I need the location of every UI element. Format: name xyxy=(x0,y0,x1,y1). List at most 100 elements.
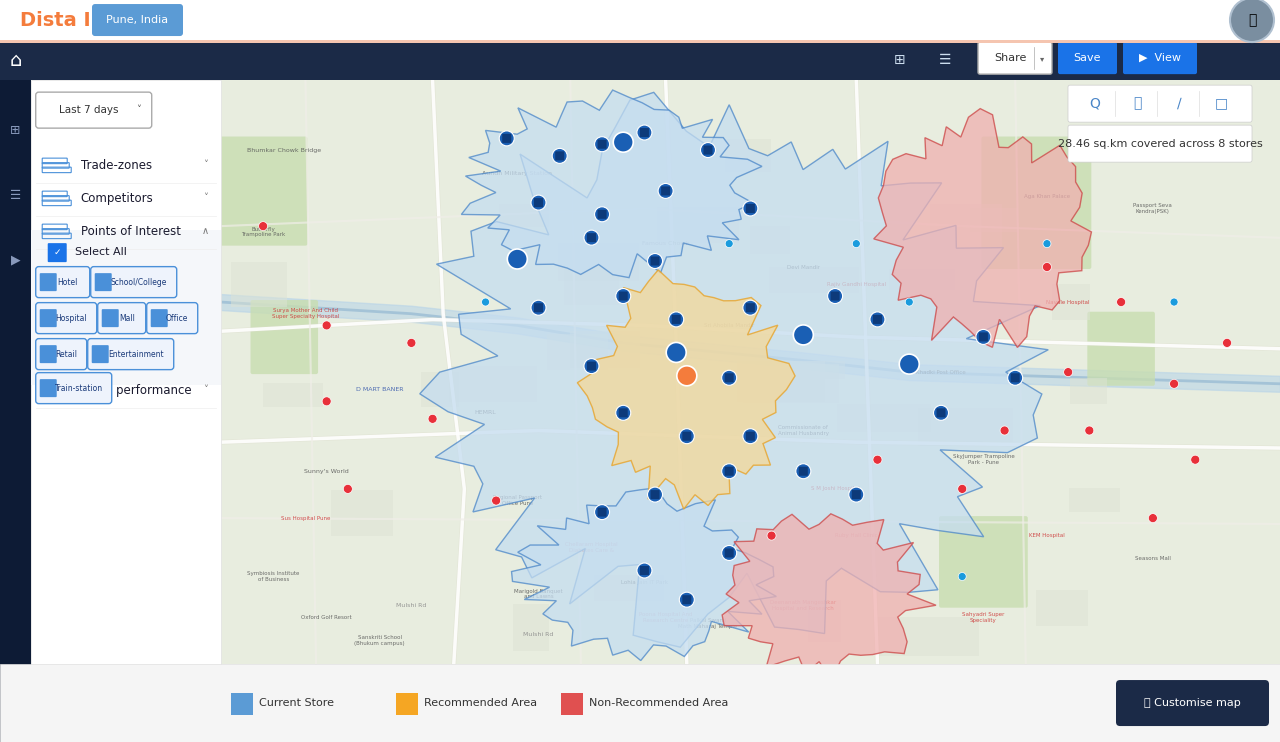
Circle shape xyxy=(794,325,813,345)
FancyBboxPatch shape xyxy=(1068,85,1252,122)
Circle shape xyxy=(666,343,686,362)
Text: ˅: ˅ xyxy=(204,385,209,395)
Text: Deenanath Mangeshkar
Hospital and Research: Deenanath Mangeshkar Hospital and Resear… xyxy=(771,600,836,611)
Circle shape xyxy=(1230,0,1274,42)
Text: Sus Hospital Pune: Sus Hospital Pune xyxy=(280,516,330,521)
Polygon shape xyxy=(420,92,1048,647)
Circle shape xyxy=(1170,298,1178,306)
Circle shape xyxy=(726,240,733,248)
Circle shape xyxy=(595,137,609,151)
Text: Butterfly
Trampoline Park: Butterfly Trampoline Park xyxy=(241,226,285,237)
Text: Aundh Military Station: Aundh Military Station xyxy=(483,171,552,176)
FancyBboxPatch shape xyxy=(746,303,755,312)
Circle shape xyxy=(323,321,332,330)
Text: Oxford Golf Resort: Oxford Golf Resort xyxy=(301,615,352,620)
Circle shape xyxy=(742,301,758,315)
FancyBboxPatch shape xyxy=(640,566,649,575)
FancyBboxPatch shape xyxy=(588,233,596,242)
Bar xyxy=(396,693,417,715)
Text: Sunny's World: Sunny's World xyxy=(305,469,349,474)
Text: Office: Office xyxy=(166,314,188,323)
Bar xyxy=(421,372,458,407)
Text: Hotel: Hotel xyxy=(58,278,78,286)
FancyBboxPatch shape xyxy=(746,432,755,441)
Circle shape xyxy=(900,354,919,374)
FancyBboxPatch shape xyxy=(534,198,543,207)
Circle shape xyxy=(957,485,966,493)
Bar xyxy=(230,263,287,307)
Text: ☰: ☰ xyxy=(938,53,951,67)
Bar xyxy=(874,617,979,656)
FancyBboxPatch shape xyxy=(1011,373,1020,382)
FancyBboxPatch shape xyxy=(502,134,511,143)
Text: Commissionate of
Animal Husbandry: Commissionate of Animal Husbandry xyxy=(778,425,829,436)
Bar xyxy=(548,334,608,370)
Text: Chellaram Hospital
Diabetes Care &: Chellaram Hospital Diabetes Care & xyxy=(566,542,618,553)
Bar xyxy=(31,230,220,385)
FancyBboxPatch shape xyxy=(724,373,733,382)
Text: Regional Passport
Office Pune: Regional Passport Office Pune xyxy=(493,495,541,506)
FancyBboxPatch shape xyxy=(1123,42,1197,74)
Circle shape xyxy=(680,429,694,444)
Bar xyxy=(594,575,663,601)
FancyBboxPatch shape xyxy=(92,345,109,363)
FancyBboxPatch shape xyxy=(88,338,174,370)
Text: ˅: ˅ xyxy=(204,193,209,203)
Bar xyxy=(563,259,620,305)
Circle shape xyxy=(531,195,547,210)
FancyBboxPatch shape xyxy=(219,137,307,246)
Circle shape xyxy=(613,132,634,152)
Circle shape xyxy=(259,222,268,231)
Circle shape xyxy=(680,592,694,607)
Text: Marigold Banquet
and Lawns: Marigold Banquet and Lawns xyxy=(515,588,563,600)
FancyBboxPatch shape xyxy=(937,408,946,417)
Bar xyxy=(1069,487,1120,512)
Bar xyxy=(0,664,1280,742)
FancyBboxPatch shape xyxy=(1068,125,1252,162)
Circle shape xyxy=(796,464,810,479)
Text: Points of Interest: Points of Interest xyxy=(81,225,180,237)
Circle shape xyxy=(595,207,609,222)
Circle shape xyxy=(637,125,652,140)
Text: Bhumkar Chowk Bridge: Bhumkar Chowk Bridge xyxy=(247,148,321,153)
FancyBboxPatch shape xyxy=(682,432,691,441)
Circle shape xyxy=(323,397,332,406)
FancyBboxPatch shape xyxy=(831,292,840,301)
FancyBboxPatch shape xyxy=(36,372,111,404)
Circle shape xyxy=(492,496,500,505)
Text: School/College: School/College xyxy=(110,278,166,286)
Text: HEMRL: HEMRL xyxy=(475,410,497,416)
Circle shape xyxy=(531,301,547,315)
FancyBboxPatch shape xyxy=(905,361,914,370)
Text: Retail: Retail xyxy=(55,349,77,358)
Circle shape xyxy=(3,672,28,698)
Circle shape xyxy=(1064,367,1073,377)
Bar xyxy=(744,364,840,403)
FancyBboxPatch shape xyxy=(940,516,1028,608)
Circle shape xyxy=(852,240,860,248)
Text: Select All: Select All xyxy=(74,247,127,257)
FancyBboxPatch shape xyxy=(598,508,607,516)
FancyBboxPatch shape xyxy=(672,315,681,324)
Bar xyxy=(724,139,772,171)
FancyBboxPatch shape xyxy=(147,303,197,334)
FancyBboxPatch shape xyxy=(556,151,564,160)
Text: KEM Hospital: KEM Hospital xyxy=(1029,533,1065,538)
Bar xyxy=(0,80,31,742)
Text: Powered
by Dista: Powered by Dista xyxy=(5,697,26,707)
Text: Sri Ahobila Mandir: Sri Ahobila Mandir xyxy=(704,323,754,328)
Circle shape xyxy=(959,573,966,580)
Text: ∧: ∧ xyxy=(202,226,210,236)
Text: Seasons Mall: Seasons Mall xyxy=(1135,556,1171,562)
FancyBboxPatch shape xyxy=(36,92,152,128)
Bar xyxy=(750,226,790,254)
Circle shape xyxy=(722,370,737,385)
Text: 👤: 👤 xyxy=(1248,13,1256,27)
Bar xyxy=(570,331,640,368)
Circle shape xyxy=(481,298,489,306)
Circle shape xyxy=(1222,338,1231,347)
Polygon shape xyxy=(577,270,795,509)
Circle shape xyxy=(1007,370,1023,385)
Circle shape xyxy=(637,563,652,578)
FancyBboxPatch shape xyxy=(47,243,67,262)
